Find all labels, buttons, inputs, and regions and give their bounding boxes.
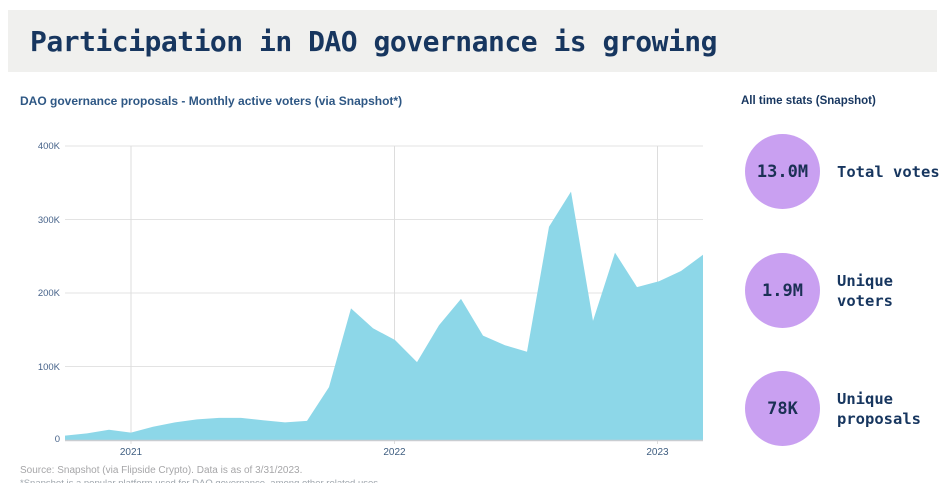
x-tick-2023: 2023: [646, 447, 669, 458]
source-note: Source: Snapshot (via Flipside Crypto). …: [20, 465, 303, 476]
y-tick-100k: 100K: [37, 361, 60, 373]
area-series: [65, 191, 703, 440]
stat-label-total-votes: Total votes: [837, 162, 940, 181]
stat-circle-unique-proposals: 78K: [745, 371, 820, 446]
footnote: *Snapshot is a popular platform used for…: [20, 478, 381, 483]
area-chart: [0, 130, 720, 470]
stat-label-unique-proposals: Unique proposals: [837, 389, 921, 428]
y-tick-200k: 200K: [37, 288, 60, 299]
page-title: Participation in DAO governance is growi…: [30, 24, 718, 58]
stat-value-unique-proposals: 78K: [767, 398, 798, 419]
header-band: Participation in DAO governance is growi…: [8, 10, 937, 72]
stats-panel-heading: All time stats (Snapshot): [741, 95, 876, 107]
chart-subtitle: DAO governance proposals - Monthly activ…: [20, 94, 403, 108]
x-tick-2022: 2022: [383, 447, 406, 458]
stat-value-total-votes: 13.0M: [756, 161, 809, 182]
y-tick-300k: 300K: [37, 214, 60, 226]
stat-circle-total-votes: 13.0M: [745, 134, 820, 209]
stat-label-unique-voters: Unique voters: [837, 271, 893, 310]
y-tick-0: 0: [54, 434, 60, 445]
stat-value-unique-voters: 1.9M: [762, 280, 803, 301]
stat-circle-unique-voters: 1.9M: [745, 253, 820, 328]
chart-canvas: [65, 145, 703, 444]
y-tick-400k: 400K: [37, 141, 60, 152]
x-tick-2021: 2021: [119, 447, 143, 458]
